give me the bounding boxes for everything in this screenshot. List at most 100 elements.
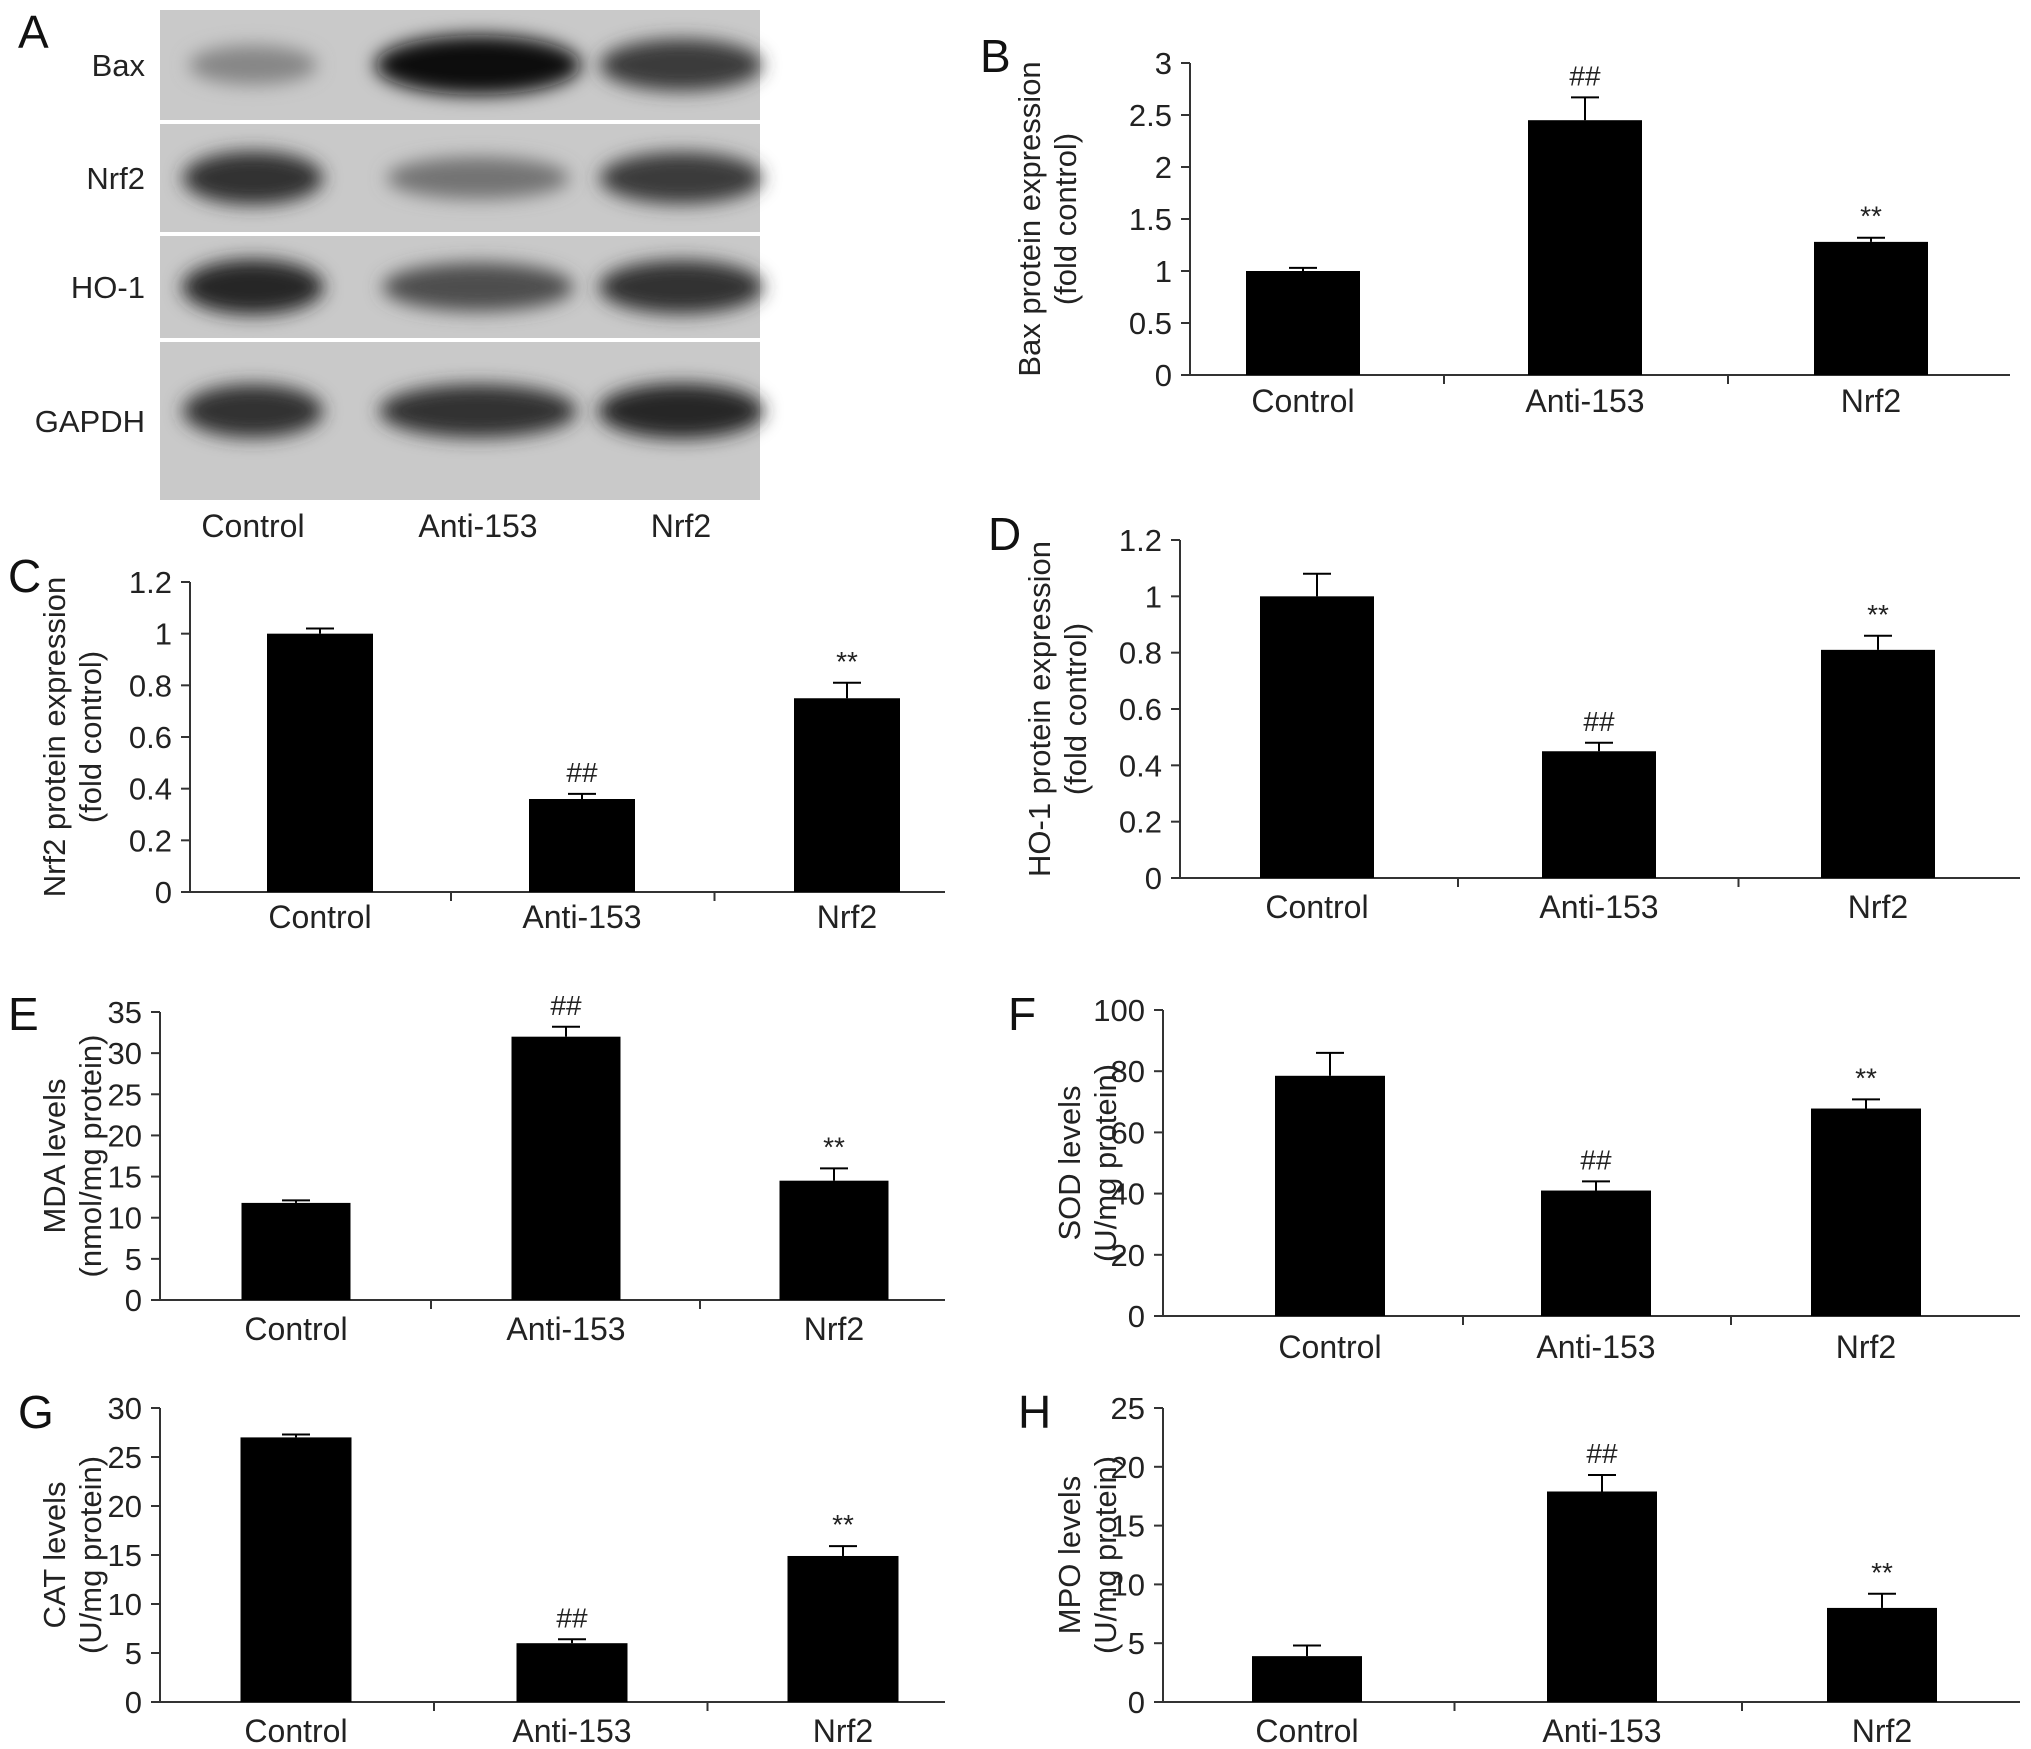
y-tick-label-b: 3	[1155, 46, 1172, 81]
y-axis-label-f: SOD levels(U/mg protein)	[1052, 1064, 1123, 1262]
significance-mark-c-nrf2: **	[836, 646, 858, 677]
y-tick-label-c: 0	[155, 875, 172, 910]
blot-band-ho-1-nrf2	[598, 260, 764, 314]
significance-mark-h-anti-153: ##	[1586, 1438, 1618, 1469]
y-tick-label-b: 0.5	[1129, 306, 1172, 341]
y-tick-label-b: 0	[1155, 358, 1172, 393]
y-tick-label-c: 1.2	[129, 565, 172, 600]
significance-mark-f-anti-153: ##	[1580, 1144, 1612, 1175]
bar-b-control	[1246, 271, 1360, 375]
chart-panel-c: C 0 0.2 0.4 0.6 0.8 1 1.2 Control ## Anti-153 ** Nrf…	[8, 550, 945, 935]
y-tick-label-e: 0	[125, 1283, 142, 1318]
category-label-f-anti-153: Anti-153	[1536, 1329, 1655, 1365]
blot-band-nrf2-control	[182, 151, 324, 205]
y-tick-label-e: 30	[108, 1036, 142, 1071]
blot-band-bax-nrf2	[599, 39, 763, 91]
y-axis-label-line-d: (fold control)	[1058, 623, 1093, 795]
y-axis-label-line-f: SOD levels	[1052, 1085, 1087, 1240]
category-label-b-control: Control	[1251, 383, 1354, 419]
y-axis-label-line-f: (U/mg protein)	[1088, 1064, 1123, 1262]
y-tick-label-e: 25	[108, 1077, 142, 1112]
blot-row-label-nrf2: Nrf2	[86, 161, 145, 196]
bar-charts: B 0 0.5 1 1.5 2 2.5 3 Control ## Anti-153 ** Nrf2 Bax…	[8, 30, 2020, 1749]
y-tick-label-d: 1.2	[1119, 523, 1162, 558]
category-label-d-nrf2: Nrf2	[1848, 889, 1908, 925]
y-tick-label-b: 2.5	[1129, 98, 1172, 133]
category-label-d-control: Control	[1265, 889, 1368, 925]
category-label-h-anti-153: Anti-153	[1542, 1713, 1661, 1749]
bar-f-control	[1275, 1075, 1385, 1316]
y-tick-label-h: 20	[1111, 1450, 1145, 1485]
y-tick-label-b: 1.5	[1129, 202, 1172, 237]
y-tick-label-f: 80	[1111, 1054, 1145, 1089]
blot-row-gapdh: GAPDH	[35, 342, 764, 500]
y-axis-label-d: HO-1 protein expression(fold control)	[1022, 541, 1093, 877]
category-label-g-control: Control	[244, 1713, 347, 1749]
bar-h-anti-153	[1547, 1491, 1657, 1702]
bar-c-nrf2	[794, 698, 900, 892]
blot-band-gapdh-nrf2	[598, 383, 764, 439]
y-tick-label-d: 0.4	[1119, 748, 1162, 783]
y-tick-label-e: 20	[108, 1118, 142, 1153]
y-axis-label-line-h: MPO levels	[1052, 1476, 1087, 1634]
y-tick-label-e: 15	[108, 1160, 142, 1195]
chart-panel-h: H 0 5 10 15 20 25 Control ## Anti-153 ** Nrf2 MPO le…	[1018, 1386, 2020, 1749]
blot-row-label-ho-1: HO-1	[71, 270, 145, 305]
blot-row-bax: Bax	[92, 10, 763, 120]
bar-h-control	[1252, 1656, 1362, 1702]
y-tick-label-d: 1	[1145, 579, 1162, 614]
y-axis-label-e: MDA levels(nmol/mg protein)	[37, 1035, 108, 1278]
bar-e-control	[241, 1202, 351, 1300]
bar-g-anti-153	[516, 1643, 628, 1702]
category-label-b-anti-153: Anti-153	[1525, 383, 1644, 419]
y-tick-label-e: 35	[108, 995, 142, 1030]
y-axis-label-g: CAT levels(U/mg protein)	[37, 1456, 108, 1654]
bar-e-nrf2	[779, 1180, 889, 1300]
panel-letter-h: H	[1018, 1386, 1051, 1438]
chart-panel-e: E 0 5 10 15 20 25 30 35 Control ## Anti-153 ** Nrf2 MD…	[8, 988, 945, 1347]
y-tick-label-c: 0.2	[129, 823, 172, 858]
y-axis-label-line-b: (fold control)	[1048, 133, 1083, 305]
y-tick-label-f: 20	[1111, 1238, 1145, 1273]
y-tick-label-g: 20	[108, 1489, 142, 1524]
blot-band-nrf2-anti-153	[386, 156, 570, 200]
significance-mark-c-anti-153: ##	[566, 757, 598, 788]
category-label-b-nrf2: Nrf2	[1841, 383, 1901, 419]
y-tick-label-c: 1	[155, 617, 172, 652]
y-tick-label-h: 15	[1111, 1509, 1145, 1544]
blot-row-label-bax: Bax	[92, 48, 146, 83]
y-axis-label-line-b: Bax protein expression	[1012, 61, 1047, 376]
y-tick-label-g: 15	[108, 1538, 142, 1573]
y-tick-label-g: 25	[108, 1440, 142, 1475]
y-axis-label-line-d: HO-1 protein expression	[1022, 541, 1057, 877]
significance-mark-b-nrf2: **	[1860, 201, 1882, 232]
significance-mark-h-nrf2: **	[1871, 1557, 1893, 1588]
bar-d-nrf2	[1821, 649, 1935, 878]
panel-letter-e: E	[8, 988, 39, 1040]
blot-band-bax-control	[188, 45, 318, 85]
y-tick-label-b: 1	[1155, 254, 1172, 289]
bar-b-anti-153	[1528, 120, 1642, 375]
panel-letter-g: G	[18, 1386, 54, 1438]
significance-mark-e-anti-153: ##	[550, 990, 582, 1021]
category-label-h-nrf2: Nrf2	[1852, 1713, 1912, 1749]
y-tick-label-b: 2	[1155, 150, 1172, 185]
y-tick-label-d: 0	[1145, 861, 1162, 896]
category-label-h-control: Control	[1255, 1713, 1358, 1749]
y-axis-label-line-g: CAT levels	[37, 1481, 72, 1628]
significance-mark-f-nrf2: **	[1855, 1062, 1877, 1093]
blot-band-ho-1-control	[182, 259, 324, 315]
significance-mark-g-nrf2: **	[832, 1509, 854, 1540]
bar-e-anti-153	[511, 1036, 621, 1300]
y-axis-label-line-c: (fold control)	[73, 651, 108, 823]
bar-h-nrf2	[1827, 1607, 1937, 1702]
y-axis-label-line-h: (U/mg protein)	[1088, 1456, 1123, 1654]
blot-band-gapdh-anti-153	[379, 384, 577, 438]
category-label-e-control: Control	[244, 1311, 347, 1347]
y-tick-label-d: 0.2	[1119, 805, 1162, 840]
y-tick-label-e: 10	[108, 1201, 142, 1236]
bar-f-anti-153	[1541, 1190, 1651, 1316]
y-tick-label-e: 5	[125, 1242, 142, 1277]
bar-g-control	[240, 1437, 352, 1702]
